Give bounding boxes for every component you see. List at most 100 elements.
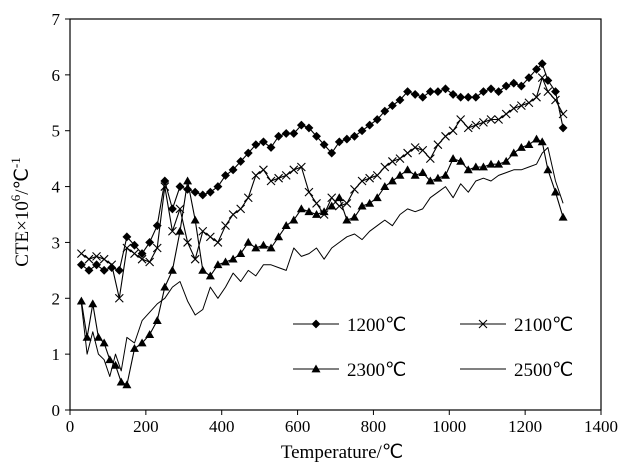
- data-point: [501, 81, 511, 91]
- data-point: [168, 226, 177, 236]
- plot-frame: [69, 18, 602, 411]
- data-point: [380, 106, 390, 116]
- data-point: [463, 92, 473, 102]
- data-point: [114, 293, 124, 303]
- data-point: [198, 265, 208, 274]
- data-point: [236, 249, 246, 257]
- data-point: [516, 101, 526, 110]
- data-point: [145, 330, 155, 338]
- data-point: [543, 87, 553, 97]
- data-point: [380, 162, 390, 172]
- x-marker-stroke: [266, 176, 276, 186]
- y-axis-title-sup2: -1: [8, 157, 23, 168]
- data-point: [550, 187, 560, 196]
- data-point: [365, 198, 375, 207]
- data-point: [478, 162, 488, 171]
- data-point: [190, 187, 200, 197]
- x-marker-stroke: [122, 243, 132, 253]
- data-point: [152, 316, 162, 325]
- y-tick-label: 0: [52, 401, 61, 420]
- data-point: [486, 84, 496, 94]
- y-axis-title-sup1: 6: [8, 194, 23, 201]
- data-point: [478, 87, 488, 97]
- y-axis-title-mid: /℃: [12, 168, 33, 195]
- data-point: [516, 81, 526, 91]
- data-point: [304, 123, 314, 133]
- data-point: [388, 157, 397, 166]
- series-line: [80, 138, 564, 386]
- x-marker-stroke: [137, 254, 147, 264]
- data-point: [433, 140, 443, 150]
- data-point: [251, 171, 261, 180]
- x-marker-stroke: [92, 252, 101, 261]
- data-point: [537, 59, 547, 69]
- data-point: [334, 137, 344, 147]
- data-point: [84, 265, 94, 275]
- data-point: [395, 95, 405, 105]
- data-point: [342, 215, 352, 224]
- data-point: [228, 210, 238, 219]
- data-point: [129, 344, 139, 352]
- data-point: [380, 182, 390, 190]
- data-point: [357, 176, 367, 186]
- legend-marker: [311, 319, 321, 329]
- x-marker-stroke: [76, 249, 86, 258]
- x-marker-stroke: [388, 157, 397, 166]
- legend: 1200℃ 2100℃ 2300℃ 2500℃: [293, 315, 573, 381]
- data-point: [537, 137, 547, 146]
- data-point: [448, 154, 458, 163]
- x-axis-title: Temperature/℃: [281, 442, 403, 463]
- data-point: [463, 165, 473, 174]
- data-point: [251, 243, 261, 252]
- data-point: [558, 123, 568, 133]
- data-point: [205, 232, 215, 242]
- y-tick-label: 1: [52, 345, 61, 364]
- data-point: [76, 296, 86, 305]
- data-point: [334, 201, 344, 211]
- data-point: [296, 120, 306, 130]
- x-marker-stroke: [558, 109, 568, 119]
- data-point: [441, 84, 450, 94]
- plot-border: [69, 18, 602, 411]
- x-tick-label: 1400: [584, 417, 618, 436]
- x-marker-stroke: [365, 173, 375, 183]
- data-point: [205, 271, 215, 280]
- data-point: [183, 238, 192, 247]
- x-marker-stroke: [425, 154, 435, 164]
- series-3: [76, 134, 568, 389]
- x-marker-stroke: [350, 184, 359, 194]
- data-point: [160, 182, 170, 191]
- data-point: [111, 360, 121, 369]
- x-marker-stroke: [551, 95, 560, 105]
- data-point: [501, 109, 511, 119]
- data-point: [486, 115, 496, 124]
- x-marker-stroke: [478, 319, 488, 329]
- data-point: [403, 165, 413, 174]
- x-marker-stroke: [372, 171, 382, 180]
- data-point: [551, 87, 560, 97]
- data-point: [319, 207, 329, 216]
- x-marker-stroke: [342, 198, 352, 208]
- x-marker-stroke: [183, 238, 192, 247]
- data-point: [327, 201, 337, 210]
- x-marker-stroke: [107, 260, 117, 270]
- y-axis-title-prefix: CTE×10: [12, 201, 33, 267]
- data-point: [281, 221, 291, 230]
- data-point: [433, 87, 443, 97]
- series-2: [76, 73, 568, 303]
- data-point: [403, 87, 412, 97]
- data-point: [221, 257, 231, 266]
- data-point: [532, 134, 542, 143]
- data-point: [281, 171, 291, 180]
- x-marker-stroke: [456, 115, 466, 124]
- x-marker-stroke: [274, 173, 283, 183]
- data-point: [319, 140, 329, 150]
- data-point: [122, 232, 132, 242]
- legend-label: 1200℃: [347, 315, 406, 336]
- data-point: [175, 226, 185, 235]
- data-point: [537, 73, 547, 83]
- data-point: [543, 76, 553, 85]
- x-marker-stroke: [130, 249, 139, 258]
- x-marker-stroke: [312, 198, 321, 208]
- data-point: [494, 115, 503, 124]
